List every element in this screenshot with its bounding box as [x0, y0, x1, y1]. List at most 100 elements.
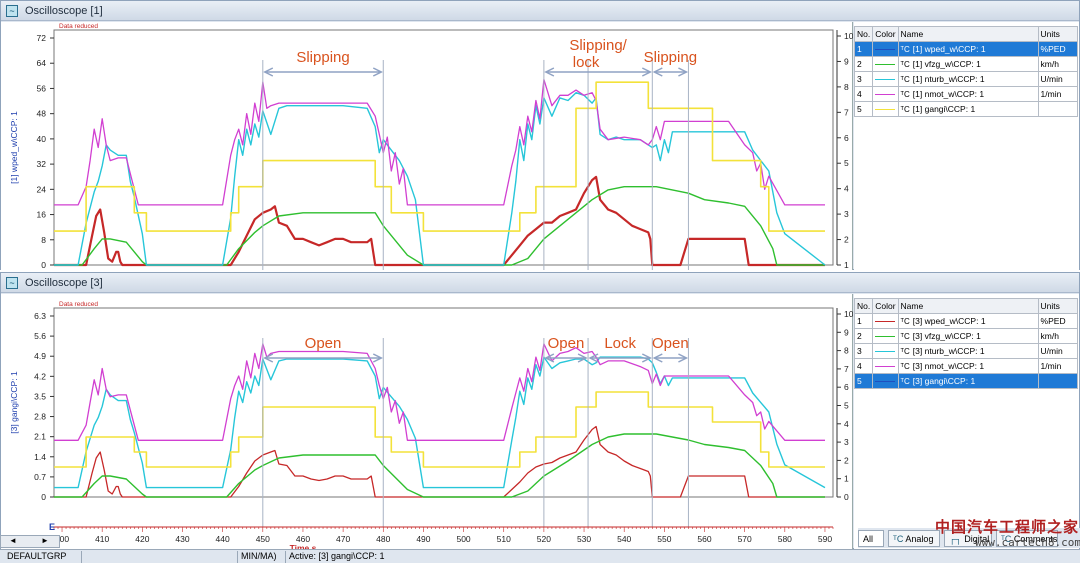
plot-area[interactable]: 72 64 56 48 40 32 24 16 8 0 10 9 8 7 6 5 4 3 2 1 [1] wped_w\…: [1, 22, 853, 270]
analog-icon: ᵀC: [893, 534, 904, 544]
legend-row[interactable]: 1 ᵀC [3] wped_w\CCP: 1 %PED: [853, 313, 1079, 329]
time-tick-label: 520: [537, 534, 551, 544]
legend-name-text: [3] nturb_w\CCP: 1: [912, 346, 985, 356]
legend-unit: km/h: [1037, 56, 1079, 72]
tab-all[interactable]: All: [858, 530, 884, 547]
legend-header-color: Color: [872, 26, 899, 42]
legend-color-swatch: [872, 313, 899, 329]
legend-name-text: [3] gangi\CCP: 1: [912, 376, 976, 386]
plot-area[interactable]: 6.3 5.6 4.9 4.2 3.5 2.8 2.1 1.4 0.7 0 10 9 8 7 6 5 4 3 2 1 0…: [1, 294, 853, 549]
legend-row[interactable]: 2 ᵀC [3] vfzg_w\CCP: 1 km/h: [853, 328, 1079, 344]
analog-channel-icon: ᵀC: [900, 347, 910, 356]
legend-channel-name: ᵀC [3] wped_w\CCP: 1: [897, 313, 1039, 329]
legend-color-swatch: [872, 328, 899, 344]
arrow-left-head-icon: [544, 353, 555, 363]
left-tick-label: 2.1: [34, 432, 46, 442]
left-tick-label: 56: [37, 83, 47, 93]
legend-unit: U/min: [1037, 343, 1079, 359]
right-tick-label: 1: [844, 260, 849, 270]
series-wped-w: [54, 175, 825, 267]
legend-channel-name: ᵀC [1] gangi\CCP: 1: [897, 101, 1039, 117]
arrow-right-head-icon: [372, 353, 383, 363]
legend-name-text: [1] wped_w\CCP: 1: [912, 44, 986, 54]
legend-name-text: [1] gangi\CCP: 1: [912, 104, 976, 114]
arrow-right-head-icon: [678, 67, 689, 77]
scroll-right-icon[interactable]: ►: [41, 536, 49, 545]
left-tick-label: 0.7: [34, 472, 46, 482]
window-title: Oscilloscope [1]: [25, 5, 103, 17]
time-tick-label: 540: [617, 534, 631, 544]
axis-letter: E: [49, 522, 55, 532]
legend-name-text: [3] nmot_w\CCP: 1: [912, 361, 985, 371]
legend-row[interactable]: 2 ᵀC [1] vfzg_w\CCP: 1 km/h: [853, 56, 1079, 72]
tab-comments-label: Comments: [1013, 534, 1058, 544]
legend-row[interactable]: 3 ᵀC [1] nturb_w\CCP: 1 U/min: [853, 71, 1079, 87]
legend-color-swatch: [872, 343, 899, 359]
right-tick-label: 0: [844, 492, 849, 502]
chart-2[interactable]: 6.35.64.94.23.52.82.11.40.70109876543210…: [1, 294, 853, 549]
color-line-icon: [875, 381, 896, 383]
left-tick-label: 5.6: [34, 331, 46, 341]
left-tick-label: 0: [41, 492, 46, 502]
right-tick-label: 10: [844, 31, 853, 41]
arrow-right-head-icon: [678, 353, 689, 363]
color-line-icon: [875, 321, 896, 323]
right-tick-label: 3: [844, 437, 849, 447]
tab-comments[interactable]: ᵀC Comments: [996, 530, 1058, 547]
left-tick-label: 3.5: [34, 391, 46, 401]
right-tick-label: 9: [844, 327, 849, 337]
arrow-left-head-icon: [263, 353, 274, 363]
legend-channel-name: ᵀC [1] vfzg_w\CCP: 1: [897, 56, 1039, 72]
legend-row[interactable]: 3 ᵀC [3] nturb_w\CCP: 1 U/min: [853, 343, 1079, 359]
tab-analog[interactable]: ᵀC Analog: [888, 530, 940, 547]
color-line-icon: [875, 64, 896, 66]
time-tick-label: 500: [456, 534, 470, 544]
color-line-icon: [875, 366, 896, 368]
time-tick-label: 410: [95, 534, 109, 544]
left-tick-label: 0: [41, 260, 46, 270]
data-reduced-label: Data reduced: [59, 23, 98, 30]
legend-no: 4: [853, 86, 874, 102]
analog-channel-icon: ᵀC: [900, 45, 910, 54]
analog-channel-icon: ᵀC: [900, 75, 910, 84]
tab-digital[interactable]: ┌┐ Digital: [944, 530, 992, 547]
legend-name-text: [1] nturb_w\CCP: 1: [912, 74, 985, 84]
scroll-left-icon[interactable]: ◄: [9, 536, 17, 545]
legend-row[interactable]: 4 ᵀC [1] nmot_w\CCP: 1 1/min: [853, 86, 1079, 102]
data-reduced-label: Data reduced: [59, 301, 98, 308]
legend-row[interactable]: 4 ᵀC [3] nmot_w\CCP: 1 1/min: [853, 358, 1079, 374]
series-vfzg-w: [54, 186, 825, 266]
legend-row[interactable]: 5 ᵀC [1] gangi\CCP: 1: [853, 101, 1079, 117]
window-titlebar[interactable]: ~ Oscilloscope [3]: [1, 273, 1079, 293]
series-nturb-w: [54, 92, 826, 266]
time-tick-label: 440: [216, 534, 230, 544]
annotation-label: Lock: [604, 335, 636, 352]
legend-no: 1: [853, 313, 874, 329]
right-tick-label: 1: [844, 474, 849, 484]
legend-header-name: Name: [897, 298, 1039, 314]
legend-table: No. Color Name Units 1 ᵀC [3] wped_w\CCP: …: [853, 298, 1079, 389]
right-tick-label: 9: [844, 56, 849, 66]
legend-no: 1: [853, 41, 874, 57]
tab-digital-label: Digital: [964, 534, 990, 544]
left-axis-title: [1] wped_w\CCP: 1: [9, 111, 19, 184]
legend-row[interactable]: 1 ᵀC [1] wped_w\CCP: 1 %PED: [853, 41, 1079, 57]
time-tick-label: 530: [577, 534, 591, 544]
right-tick-label: 4: [844, 184, 849, 194]
analog-channel-icon: ᵀC: [900, 332, 910, 341]
legend-header-color: Color: [872, 298, 899, 314]
horizontal-scroll-controls[interactable]: ◄ ►: [0, 535, 60, 548]
window-titlebar[interactable]: ~ Oscilloscope [1]: [1, 1, 1079, 21]
time-tick-label: 460: [296, 534, 310, 544]
legend-row[interactable]: 5 ᵀC [3] gangi\CCP: 1: [853, 373, 1079, 389]
tab-all-label: All: [863, 534, 874, 544]
analog-channel-icon: ᵀC: [900, 60, 910, 69]
right-tick-label: 8: [844, 346, 849, 356]
status-active: Active: [3] gangi\CCP: 1: [289, 551, 385, 561]
right-tick-label: 10: [844, 309, 853, 319]
analog-channel-icon: ᵀC: [900, 105, 910, 114]
left-tick-label: 1.4: [34, 452, 46, 462]
watermark-text: 中国汽车工程师之家: [935, 519, 1080, 536]
legend-channel-name: ᵀC [1] wped_w\CCP: 1: [897, 41, 1039, 57]
